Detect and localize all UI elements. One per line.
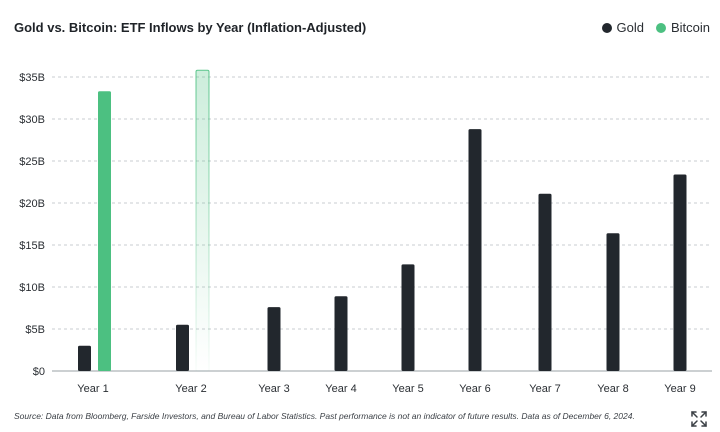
x-tick-label: Year 7 [529, 383, 560, 395]
bar-gold[interactable] [673, 174, 687, 371]
y-tick-label: $5B [25, 324, 45, 336]
x-axis-ticks: Year 1 Year 2 Year 3 Year 4 Year 5 Year 6 Year… [77, 383, 695, 395]
bar-gold[interactable] [176, 324, 189, 371]
legend-item-gold: Gold [601, 20, 644, 35]
legend-label-bitcoin: Bitcoin [670, 20, 710, 35]
y-tick-label: $20B [19, 198, 45, 210]
x-tick-label: Year 8 [597, 383, 628, 395]
bars [78, 69, 687, 372]
legend: Gold Bitcoin [601, 20, 710, 35]
bar-gold[interactable] [468, 129, 482, 371]
source-footnote: Source: Data from Bloomberg, Farside Inv… [14, 411, 635, 421]
y-axis-ticks: $0 $5B $10B $15B $20B $25B $30B $35B [19, 72, 45, 378]
bar-gold[interactable] [334, 296, 348, 371]
legend-item-bitcoin: Bitcoin [655, 20, 710, 35]
grid-layer [52, 76, 712, 372]
legend-dot-bitcoin [655, 22, 666, 33]
x-tick-label: Year 9 [664, 383, 695, 395]
bar-gold[interactable] [78, 345, 91, 371]
y-tick-label: $30B [19, 114, 45, 126]
x-tick-label: Year 6 [459, 383, 490, 395]
legend-label-gold: Gold [616, 20, 644, 35]
bar-bitcoin[interactable] [98, 91, 111, 371]
bar-gold[interactable] [401, 264, 415, 371]
x-tick-label: Year 2 [175, 383, 206, 395]
legend-dot-gold [601, 22, 612, 33]
bar-gold[interactable] [606, 233, 620, 371]
bar-gold[interactable] [538, 193, 552, 371]
y-tick-label: $25B [19, 156, 45, 168]
x-tick-label: Year 1 [77, 383, 108, 395]
bar-bitcoin[interactable] [195, 69, 210, 372]
chart-title: Gold vs. Bitcoin: ETF Inflows by Year (I… [14, 20, 367, 35]
bar-gold[interactable] [267, 307, 281, 371]
y-tick-label: $10B [19, 282, 45, 294]
expand-icon[interactable] [690, 410, 708, 428]
y-tick-label: $15B [19, 240, 45, 252]
y-tick-label: $35B [19, 72, 45, 84]
x-tick-label: Year 5 [392, 383, 423, 395]
y-tick-label: $0 [33, 366, 45, 378]
x-tick-label: Year 4 [325, 383, 356, 395]
x-tick-label: Year 3 [258, 383, 289, 395]
